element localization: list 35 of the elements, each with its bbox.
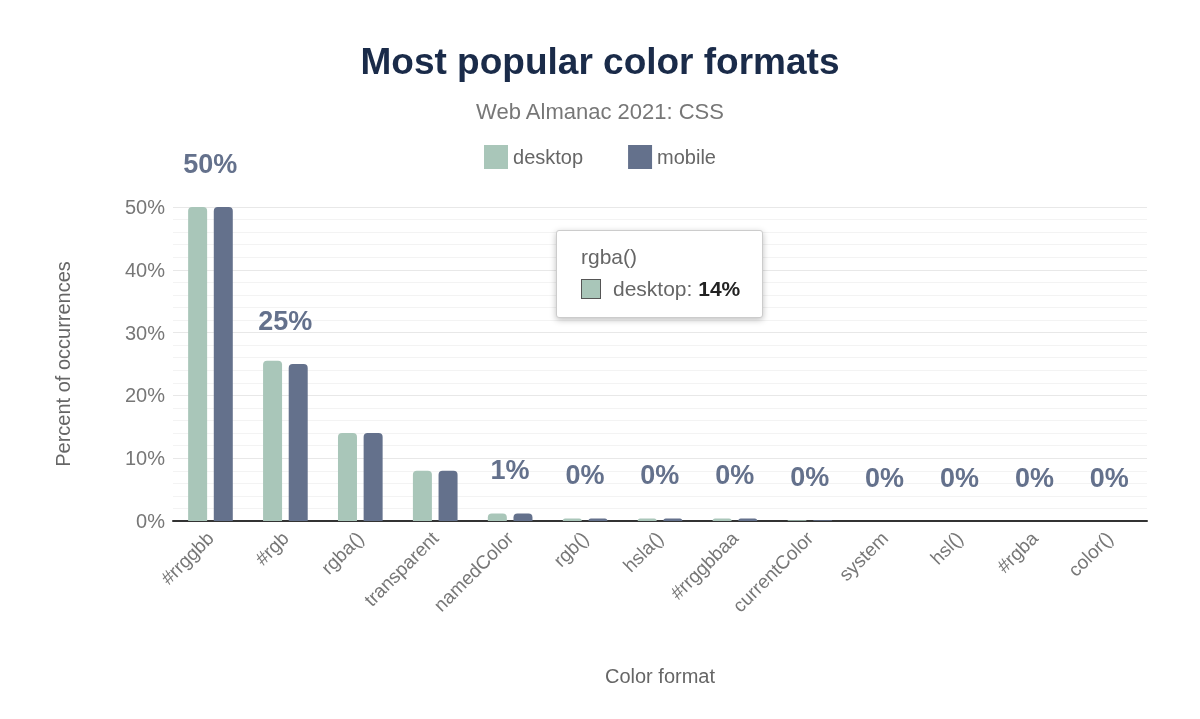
y-tick-label: 30% <box>124 321 166 344</box>
x-tick-label: #rgb <box>251 527 293 570</box>
data-label: 0% <box>715 459 755 490</box>
y-tick-label: 0% <box>136 510 166 532</box>
y-tick-label: 20% <box>124 384 166 407</box>
data-label: 0% <box>1089 462 1129 493</box>
bar <box>263 360 283 521</box>
data-label: 25% <box>258 305 313 336</box>
y-axis-title: Percent of occurrences <box>52 261 74 467</box>
bar <box>288 364 308 521</box>
bar <box>337 433 357 521</box>
chart-title: Most popular color formats <box>360 41 840 82</box>
bar <box>412 470 432 521</box>
x-axis-title: Color format <box>604 665 716 687</box>
data-label: 0% <box>940 462 980 493</box>
y-tick-label: 10% <box>124 447 166 470</box>
bar <box>363 433 383 521</box>
data-label: 50% <box>183 148 238 179</box>
bar <box>438 470 458 521</box>
data-label: 0% <box>865 462 905 493</box>
data-label: 0% <box>640 459 680 490</box>
y-tick-label: 40% <box>124 258 166 281</box>
bar <box>188 207 208 521</box>
legend-label: desktop <box>513 146 584 168</box>
tooltip-card: rgba() desktop: 14% <box>556 230 764 318</box>
chart-subtitle: Web Almanac 2021: CSS <box>476 98 724 124</box>
data-label: 0% <box>565 459 605 490</box>
data-label: 0% <box>1014 462 1054 493</box>
y-tick-label: 50% <box>124 196 166 218</box>
x-tick-label: hsl() <box>926 527 968 569</box>
data-label: 0% <box>790 461 830 492</box>
legend-label: mobile <box>657 146 716 168</box>
annotation: rgba() desktop: 14% <box>581 244 741 302</box>
data-label: 1% <box>490 454 530 485</box>
bar <box>213 207 233 521</box>
